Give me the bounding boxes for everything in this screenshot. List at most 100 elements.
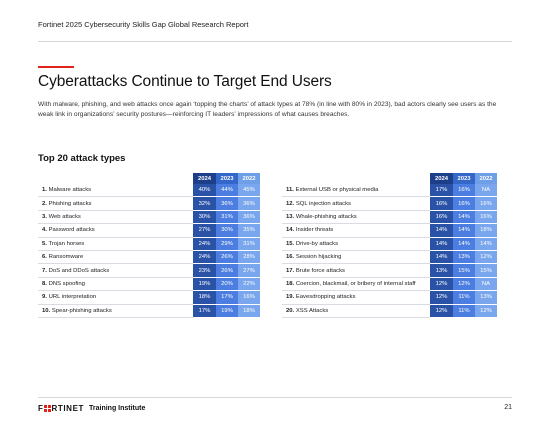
value-cell-2023: 36% — [216, 197, 238, 211]
value-cell-2024: 14% — [430, 224, 453, 238]
rank-number: 9. — [42, 294, 47, 301]
rank-number: 2. — [42, 200, 47, 207]
attack-name: Session hijacking — [295, 254, 342, 261]
value-cell-2022: 27% — [238, 264, 260, 278]
year-2023-header: 2023 — [453, 173, 475, 184]
attack-name: Web attacks — [48, 213, 81, 220]
value-cell-2024: 40% — [193, 184, 216, 198]
attack-type-label: 9. URL interpretation — [38, 291, 193, 305]
rank-number: 13. — [286, 213, 295, 220]
attack-name: Spear-phishing attacks — [51, 307, 112, 314]
rank-number: 17. — [286, 267, 295, 274]
attack-name: Coercion, blackmail, or bribery of inter… — [295, 280, 416, 287]
attack-type-label: 4. Password attacks — [38, 224, 193, 238]
logo-text-post: RTINET — [51, 404, 84, 413]
table-row: 8. DNS spoofing 19% 20% 22% — [38, 277, 260, 292]
value-cell-2022: NA — [475, 277, 497, 292]
attack-type-label: 8. DNS spoofing — [38, 278, 193, 292]
attack-type-label: 12. SQL injection attacks — [282, 197, 430, 211]
rank-number: 8. — [42, 280, 47, 287]
attack-type-label: 13. Whale-phishing attacks — [282, 211, 430, 225]
fortinet-logo: F RTINET Training Institute — [38, 404, 145, 413]
table-header-row: 2024 2023 2022 — [282, 173, 497, 184]
attack-name: Trojan horses — [48, 240, 85, 247]
table-row: 7. DoS and DDoS attacks 23% 26% 27% — [38, 264, 260, 278]
table-row: 20. XSS Attacks 12% 11% 12% — [282, 304, 497, 318]
attack-type-label: 14. Insider threats — [282, 224, 430, 238]
table-row: 12. SQL injection attacks 16% 16% 16% — [282, 197, 497, 211]
value-cell-2024: 30% — [193, 210, 216, 225]
table-row: 5. Trojan horses 24% 29% 31% — [38, 237, 260, 251]
value-cell-2022: 22% — [238, 277, 260, 292]
label-column-header — [38, 173, 193, 184]
attack-name: External USB or physical media — [295, 187, 379, 194]
value-cell-2022: 12% — [475, 250, 497, 265]
value-cell-2022: 28% — [238, 250, 260, 265]
value-cell-2024: 24% — [193, 237, 216, 251]
value-cell-2023: 26% — [216, 264, 238, 278]
rank-number: 12. — [286, 200, 295, 207]
value-cell-2022: 18% — [238, 304, 260, 318]
attack-types-table-left: 2024 2023 2022 1. Malware attacks 40% 44% 4… — [38, 173, 260, 318]
value-cell-2022: 16% — [475, 197, 497, 211]
rank-number: 15. — [286, 240, 295, 247]
left-table-body: 1. Malware attacks 40% 44% 45% 2. Phishing a… — [38, 184, 260, 318]
rank-number: 10. — [42, 307, 51, 314]
attack-name: Malware attacks — [48, 187, 92, 194]
attack-type-label: 20. XSS Attacks — [282, 305, 430, 318]
year-2023-header: 2023 — [216, 173, 238, 184]
attack-type-label: 19. Eavesdropping attacks — [282, 291, 430, 305]
attack-name: Drive-by attacks — [295, 240, 339, 247]
year-2022-header: 2022 — [475, 173, 497, 184]
attack-type-label: 10. Spear-phishing attacks — [38, 305, 193, 318]
value-cell-2022: 16% — [475, 210, 497, 225]
value-cell-2024: 12% — [430, 277, 453, 292]
footer-divider — [38, 397, 512, 398]
rank-number: 14. — [286, 227, 295, 234]
value-cell-2022: 18% — [475, 224, 497, 238]
value-cell-2023: 19% — [216, 304, 238, 318]
value-cell-2023: 15% — [453, 264, 475, 278]
value-cell-2024: 17% — [193, 304, 216, 318]
attack-type-label: 16. Session hijacking — [282, 251, 430, 265]
value-cell-2024: 14% — [430, 250, 453, 265]
rank-number: 16. — [286, 254, 295, 261]
value-cell-2024: 16% — [430, 197, 453, 211]
logo-suffix: Training Institute — [89, 405, 146, 412]
value-cell-2024: 13% — [430, 264, 453, 278]
year-2024-header: 2024 — [430, 173, 453, 184]
section-title: Top 20 attack types — [38, 153, 126, 164]
value-cell-2024: 19% — [193, 277, 216, 292]
value-cell-2023: 14% — [453, 210, 475, 225]
attack-name: Phishing attacks — [48, 200, 92, 207]
attack-type-label: 6. Ransomware — [38, 251, 193, 265]
attack-name: Whale-phishing attacks — [295, 213, 357, 220]
value-cell-2022: 36% — [238, 197, 260, 211]
value-cell-2023: 13% — [453, 250, 475, 265]
table-row: 3. Web attacks 30% 31% 36% — [38, 210, 260, 225]
rank-number: 4. — [42, 227, 47, 234]
right-table-body: 11. External USB or physical media 17% 16%… — [282, 184, 497, 318]
title-accent-bar — [38, 66, 74, 68]
attack-name: DoS and DDoS attacks — [48, 267, 110, 274]
header-divider — [38, 41, 512, 42]
table-row: 19. Eavesdropping attacks 12% 11% 13% — [282, 291, 497, 305]
table-row: 18. Coercion, blackmail, or bribery of i… — [282, 277, 497, 292]
value-cell-2023: 17% — [216, 291, 238, 305]
attack-name: URL interpretation — [48, 294, 97, 301]
attack-name: Insider threats — [295, 227, 334, 234]
rank-number: 11. — [286, 187, 294, 194]
value-cell-2022: 12% — [475, 304, 497, 318]
attack-name: Password attacks — [48, 227, 95, 234]
attack-type-label: 17. Brute force attacks — [282, 264, 430, 278]
table-row: 11. External USB or physical media 17% 16%… — [282, 184, 497, 198]
logo-mark-icon — [44, 405, 51, 412]
rank-number: 19. — [286, 294, 295, 301]
attack-type-label: 5. Trojan horses — [38, 238, 193, 251]
year-2024-header: 2024 — [193, 173, 216, 184]
table-row: 13. Whale-phishing attacks 16% 14% 16% — [282, 210, 497, 225]
value-cell-2022: 36% — [238, 210, 260, 225]
table-row: 17. Brute force attacks 13% 15% 15% — [282, 264, 497, 278]
value-cell-2023: 29% — [216, 237, 238, 251]
year-2022-header: 2022 — [238, 173, 260, 184]
